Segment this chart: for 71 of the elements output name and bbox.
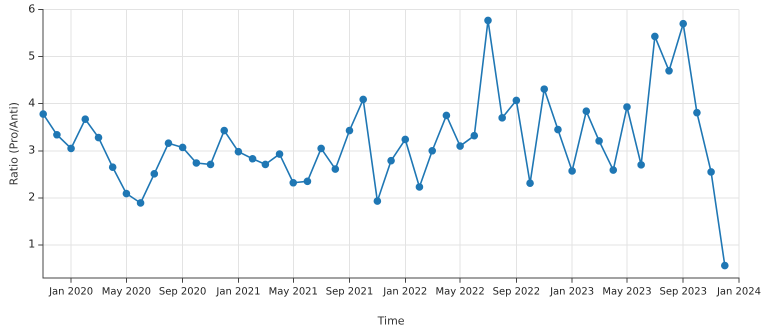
x-tick-label: Jan 2021: [215, 286, 260, 298]
point: [540, 85, 548, 93]
point: [317, 144, 325, 152]
y-tick-label: 4: [28, 96, 36, 110]
point: [637, 161, 645, 169]
point: [359, 96, 368, 104]
point: [136, 199, 144, 207]
point: [512, 96, 520, 104]
point: [374, 197, 382, 205]
point: [721, 262, 729, 270]
point: [442, 112, 450, 120]
point: [332, 165, 340, 173]
point: [428, 146, 436, 155]
point: [651, 32, 659, 40]
point: [108, 163, 116, 172]
point: [582, 107, 590, 116]
x-axis-title: Time: [376, 314, 405, 328]
point: [623, 103, 631, 111]
y-tick-label: 2: [28, 190, 36, 204]
point: [150, 170, 158, 178]
y-tick-label: 6: [28, 2, 36, 16]
x-tick-label: May 2021: [268, 286, 318, 298]
point: [416, 183, 424, 191]
point: [401, 136, 410, 144]
point: [164, 139, 172, 148]
x-tick-label: Jan 2022: [382, 286, 428, 298]
x-tick-label: Jan 2024: [716, 286, 761, 298]
point: [609, 166, 618, 174]
point: [192, 159, 200, 167]
point: [262, 160, 270, 168]
x-tick-label: Sep 2022: [492, 286, 540, 298]
point: [94, 134, 102, 142]
point: [679, 20, 688, 28]
y-tick-label: 3: [28, 144, 36, 157]
point: [67, 144, 75, 152]
point: [122, 190, 130, 198]
point: [554, 126, 562, 134]
point: [289, 178, 298, 187]
point: [39, 110, 47, 118]
x-tick-label: Jan 2020: [48, 286, 94, 298]
point: [456, 142, 464, 150]
point: [568, 167, 576, 175]
point: [178, 144, 186, 152]
point: [234, 148, 242, 156]
point: [693, 108, 701, 116]
point: [346, 126, 354, 134]
y-axis-title: Ratio (Pro/Anti): [7, 102, 20, 186]
point: [304, 178, 312, 186]
x-tick-label: Sep 2023: [659, 286, 707, 298]
x-tick-label: May 2020: [102, 286, 152, 298]
point: [248, 154, 256, 163]
point: [206, 160, 214, 168]
y-tick-label: 5: [28, 50, 36, 63]
point: [498, 114, 506, 122]
x-tick-label: May 2022: [435, 286, 485, 298]
point: [220, 126, 228, 134]
x-tick-label: Sep 2021: [326, 286, 374, 298]
x-tick-label: May 2023: [602, 286, 652, 298]
x-tick-label: Jan 2023: [549, 286, 594, 298]
point: [387, 156, 395, 164]
point: [665, 66, 673, 75]
point: [53, 130, 61, 139]
point: [470, 132, 478, 140]
x-tick-label: Sep 2020: [158, 286, 206, 298]
point: [707, 168, 715, 176]
point: [276, 150, 284, 158]
point: [595, 137, 603, 145]
point: [81, 115, 90, 124]
y-tick-label: 1: [28, 238, 36, 251]
point: [526, 179, 534, 188]
point: [484, 16, 492, 24]
